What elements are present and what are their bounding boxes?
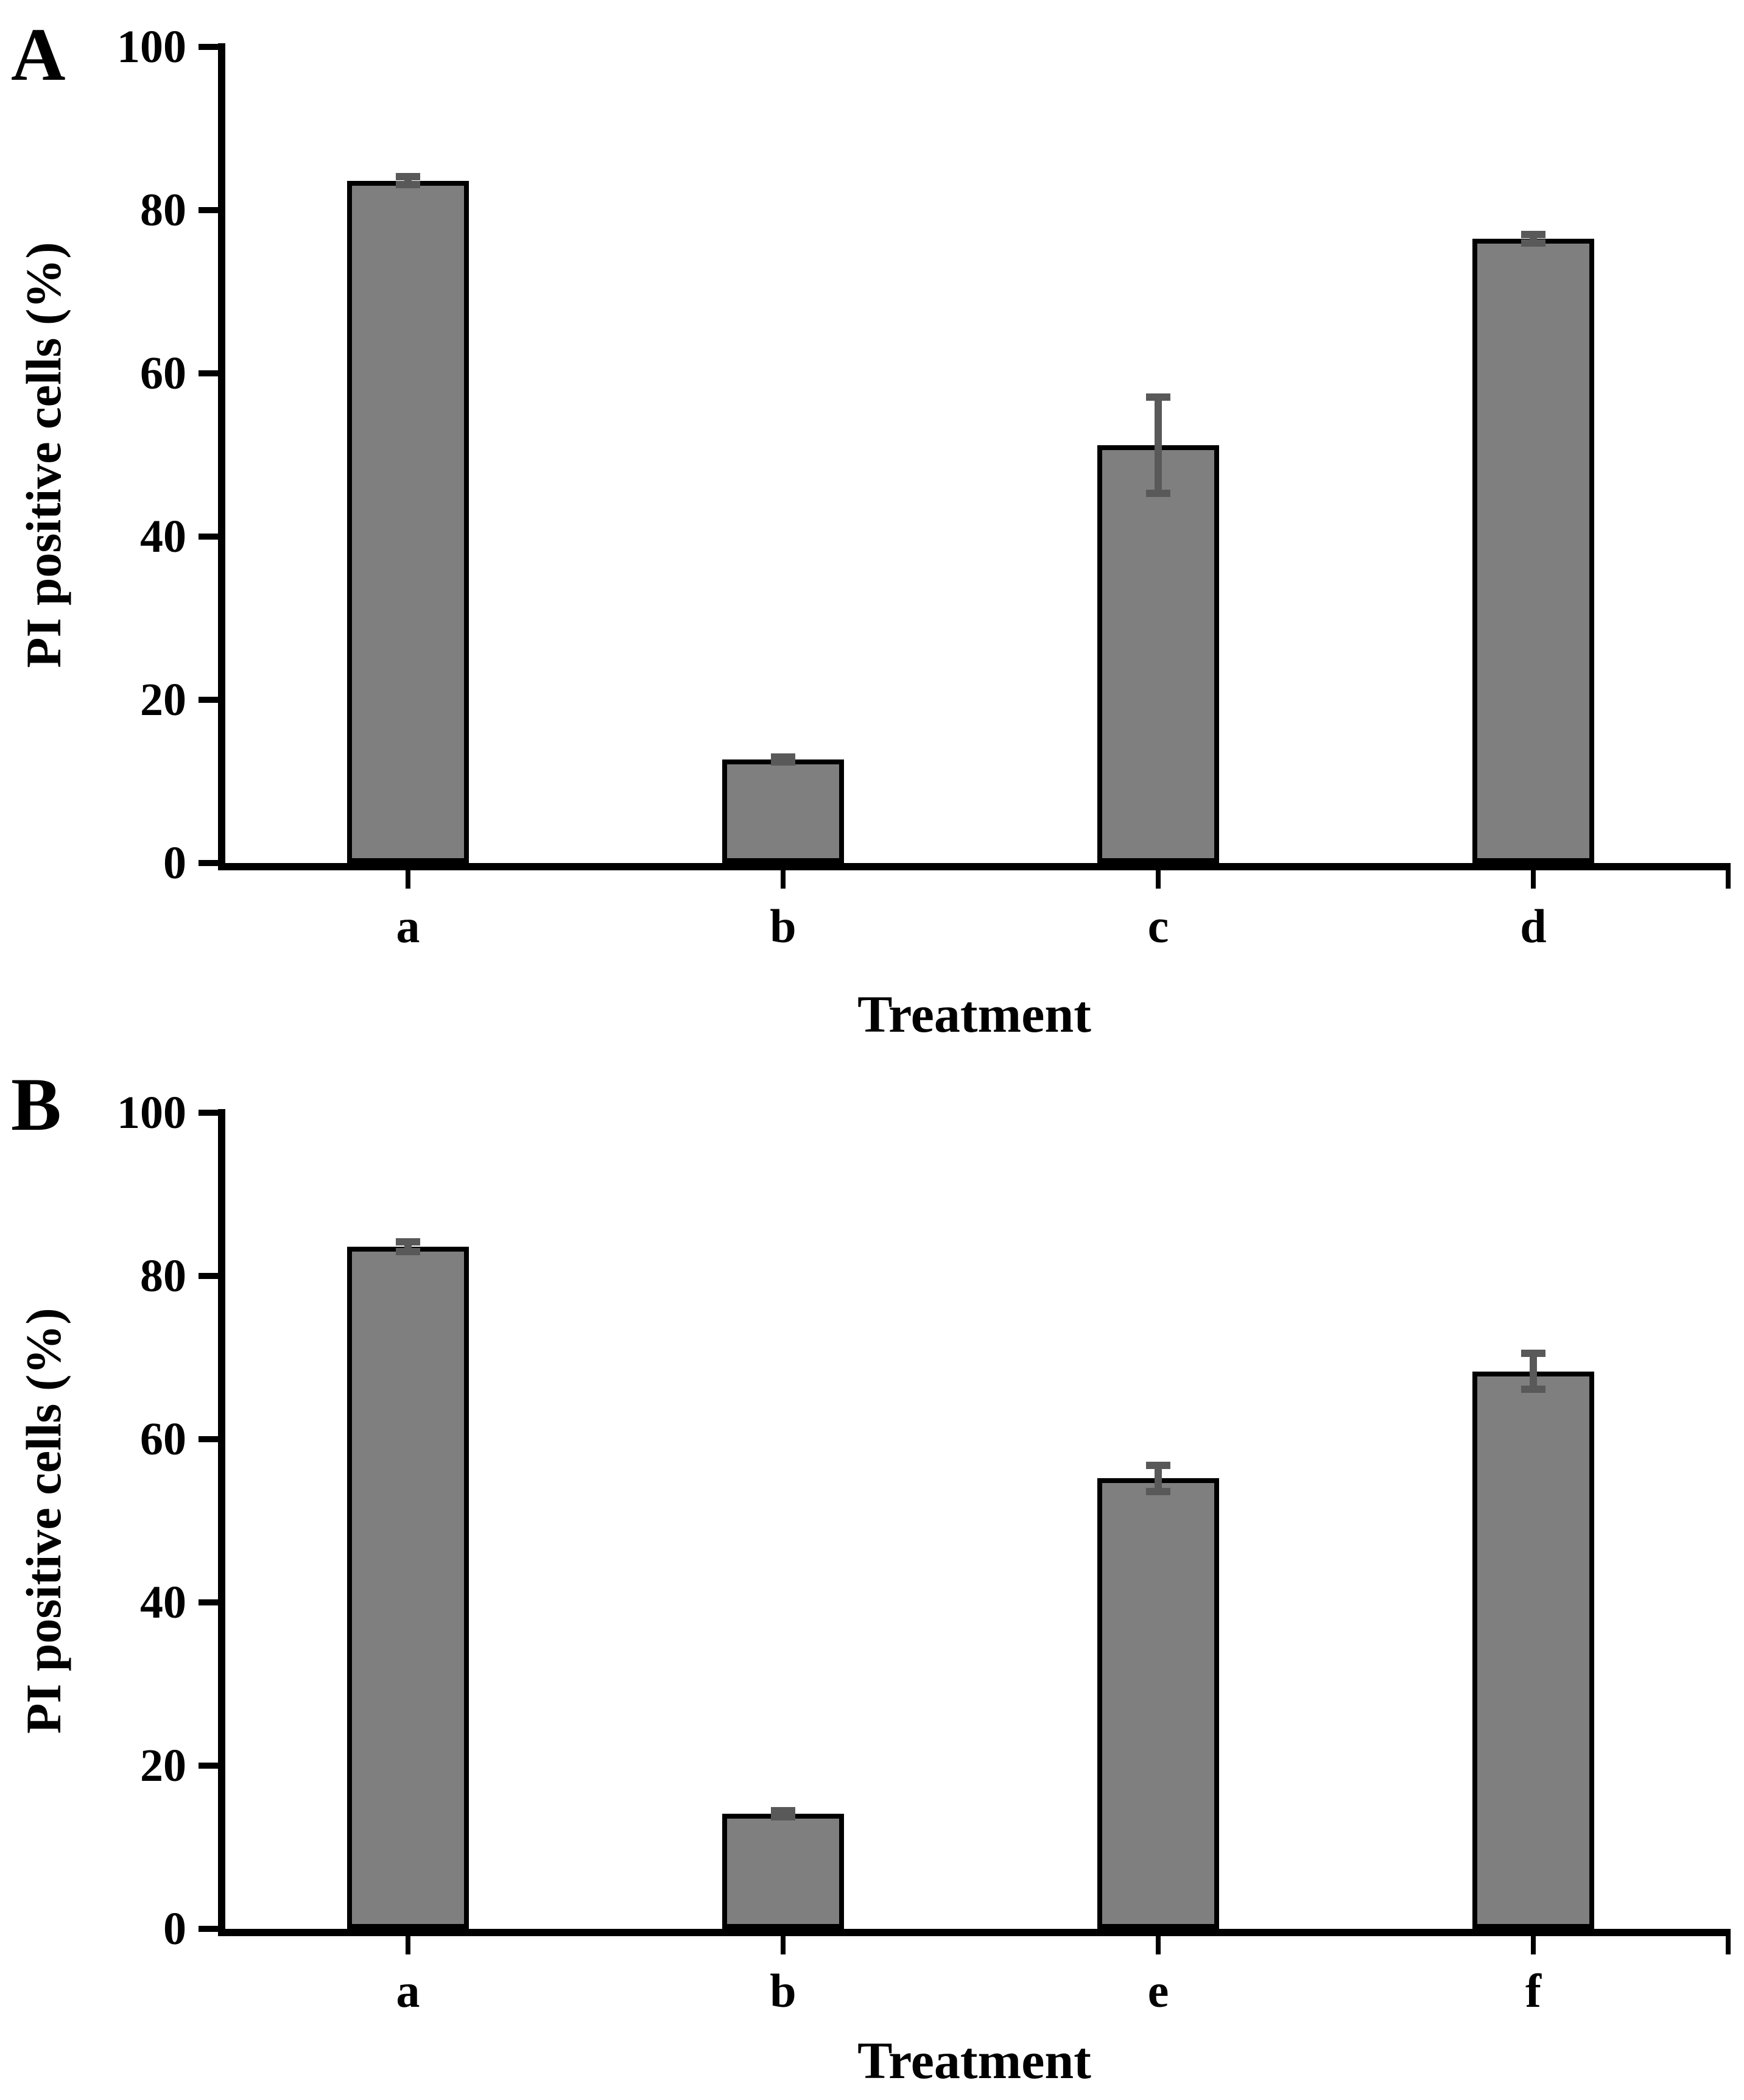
y-tick-label: 80 xyxy=(140,1250,186,1302)
panel-a-x-axis-title: Treatment xyxy=(857,985,1091,1043)
error-bar-cap-top xyxy=(396,1238,420,1246)
error-bar-cap-bottom xyxy=(771,758,795,766)
x-tick xyxy=(1531,870,1536,889)
x-tick xyxy=(1531,1936,1536,1954)
y-tick-label: 80 xyxy=(140,185,186,236)
x-axis-end-tick xyxy=(1726,1936,1731,1954)
y-tick xyxy=(199,1926,218,1932)
error-bar-cap-top xyxy=(1146,393,1170,401)
bar-e xyxy=(1097,1478,1219,1929)
x-axis-line xyxy=(218,1929,1731,1936)
y-tick xyxy=(199,1436,218,1442)
y-tick xyxy=(199,1763,218,1769)
category-label-f: f xyxy=(1525,1964,1541,2017)
category-label-c: c xyxy=(1147,900,1169,953)
y-tick xyxy=(199,860,218,866)
x-axis-line xyxy=(218,863,1731,870)
y-tick xyxy=(199,44,218,50)
error-bar-line xyxy=(1155,1465,1162,1492)
y-tick xyxy=(199,1599,218,1605)
error-bar-cap-bottom xyxy=(771,1813,795,1821)
y-tick xyxy=(199,1110,218,1116)
y-tick xyxy=(199,370,218,376)
error-bar-cap-bottom xyxy=(396,1247,420,1255)
y-tick-label: 0 xyxy=(163,1903,186,1954)
bar-a xyxy=(347,1246,469,1929)
error-bar-cap-top xyxy=(1521,1350,1545,1358)
y-axis-line xyxy=(218,43,225,870)
x-tick xyxy=(781,1936,786,1954)
x-tick xyxy=(406,1936,410,1954)
y-tick-label: 100 xyxy=(117,1087,186,1138)
error-bar-cap-top xyxy=(1146,1461,1170,1469)
category-label-b: b xyxy=(770,1964,796,2017)
error-bar-cap-top xyxy=(396,173,420,181)
y-tick-label: 20 xyxy=(140,674,186,725)
y-tick-label: 0 xyxy=(163,837,186,889)
error-bar-line xyxy=(1155,396,1162,493)
panel-b-label: B xyxy=(11,1063,62,1146)
x-tick xyxy=(406,870,410,889)
x-tick xyxy=(781,870,786,889)
y-axis-line xyxy=(218,1109,225,1936)
error-bar-cap-bottom xyxy=(1146,489,1170,497)
x-axis-end-tick xyxy=(1726,870,1731,889)
error-bar-cap-bottom xyxy=(1521,239,1545,247)
category-label-a: a xyxy=(396,900,420,953)
y-tick xyxy=(199,697,218,703)
panel-b-y-axis-title: PI positive cells (%) xyxy=(16,1308,71,1734)
y-tick-label: 20 xyxy=(140,1740,186,1791)
bar-c xyxy=(1097,445,1219,863)
x-tick xyxy=(1156,870,1161,889)
bar-d xyxy=(1472,238,1594,863)
y-tick xyxy=(199,534,218,540)
error-bar-cap-top xyxy=(1521,231,1545,239)
y-tick-label: 40 xyxy=(140,1577,186,1628)
error-bar-cap-top xyxy=(771,1806,795,1814)
bar-f xyxy=(1472,1371,1594,1929)
y-tick-label: 40 xyxy=(140,511,186,562)
error-bar-cap-bottom xyxy=(1521,1386,1545,1394)
category-label-d: d xyxy=(1520,900,1547,953)
category-label-e: e xyxy=(1147,1964,1169,2017)
x-tick xyxy=(1156,1936,1161,1954)
panel-a-y-axis-title: PI positive cells (%) xyxy=(16,242,71,668)
error-bar-cap-bottom xyxy=(1146,1487,1170,1495)
panel-a-label: A xyxy=(11,13,66,96)
bar-a xyxy=(347,180,469,863)
y-tick-label: 60 xyxy=(140,348,186,399)
y-tick-label: 60 xyxy=(140,1414,186,1465)
bar-b xyxy=(722,759,844,863)
y-tick xyxy=(199,207,218,213)
y-tick-label: 100 xyxy=(117,21,186,72)
panel-b-x-axis-title: Treatment xyxy=(857,2031,1091,2090)
error-bar-line xyxy=(1530,1353,1537,1390)
category-label-a: a xyxy=(396,1964,420,2017)
category-label-b: b xyxy=(770,900,796,953)
y-tick xyxy=(199,1273,218,1279)
error-bar-cap-bottom xyxy=(396,181,420,189)
bar-b xyxy=(722,1814,844,1929)
